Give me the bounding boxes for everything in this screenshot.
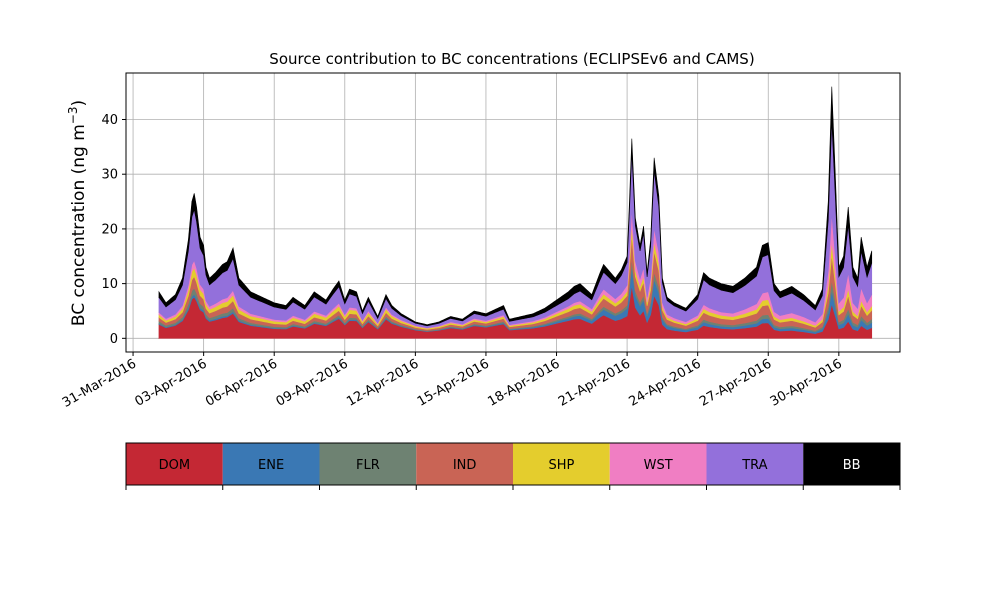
area-series-bb: [158, 86, 873, 327]
legend-label-ene: ENE: [258, 458, 284, 473]
legend-label-flr: FLR: [356, 458, 380, 473]
legend-swatch-bb: [803, 443, 900, 485]
y-axis-label-exponent: −3: [66, 106, 80, 124]
legend-label-bb: BB: [843, 458, 861, 473]
y-tick-label: 30: [101, 168, 118, 183]
y-tick-label: 10: [101, 277, 118, 292]
legend-label-shp: SHP: [548, 458, 574, 473]
x-tick-label: 27-Apr-2016: [697, 356, 774, 409]
y-tick-label: 0: [110, 332, 118, 347]
x-tick-label: 21-Apr-2016: [556, 356, 633, 409]
legend-label-ind: IND: [453, 458, 477, 473]
legend-label-dom: DOM: [159, 458, 190, 473]
legend-swatch-ind: [416, 443, 513, 485]
chart-title: Source contribution to BC concentrations…: [269, 50, 754, 68]
x-tick-label: 15-Apr-2016: [415, 356, 492, 409]
x-tick-label: 03-Apr-2016: [133, 356, 210, 409]
legend-swatch-dom: [126, 443, 223, 485]
plot-area: 0 10 20 30 40 31-Mar-201603-Apr-201606-Apr-20…: [60, 72, 901, 411]
x-tick-label: 06-Apr-2016: [203, 356, 280, 409]
legend-colorbar: DOM ENE FLR IND SHP WST TRA BB: [125, 442, 901, 490]
y-axis-label-close: ): [69, 100, 89, 107]
legend-swatch-ene: [222, 443, 320, 485]
legend-swatch-wst: [609, 443, 707, 485]
x-tick-label: 12-Apr-2016: [344, 356, 421, 409]
y-axis-label-text: BC concentration (ng m: [69, 124, 89, 326]
y-tick-label: 40: [101, 113, 118, 128]
x-tick-label: 31-Mar-2016: [60, 356, 139, 410]
legend-swatch-shp: [513, 443, 610, 485]
axes-frame: [125, 72, 901, 353]
x-tick-label: 09-Apr-2016: [274, 356, 351, 409]
legend-label-wst: WST: [644, 458, 673, 473]
y-tick-label: 20: [101, 222, 118, 237]
legend-label-tra: TRA: [741, 458, 767, 473]
y-axis-label: BC concentration (ng m−3): [66, 100, 89, 326]
x-tick-label: 24-Apr-2016: [627, 356, 704, 409]
legend-swatch-flr: [319, 443, 417, 485]
x-tick-label: 30-Apr-2016: [768, 356, 845, 409]
x-tick-label: 18-Apr-2016: [485, 356, 562, 409]
legend-swatch-tra: [706, 443, 804, 485]
